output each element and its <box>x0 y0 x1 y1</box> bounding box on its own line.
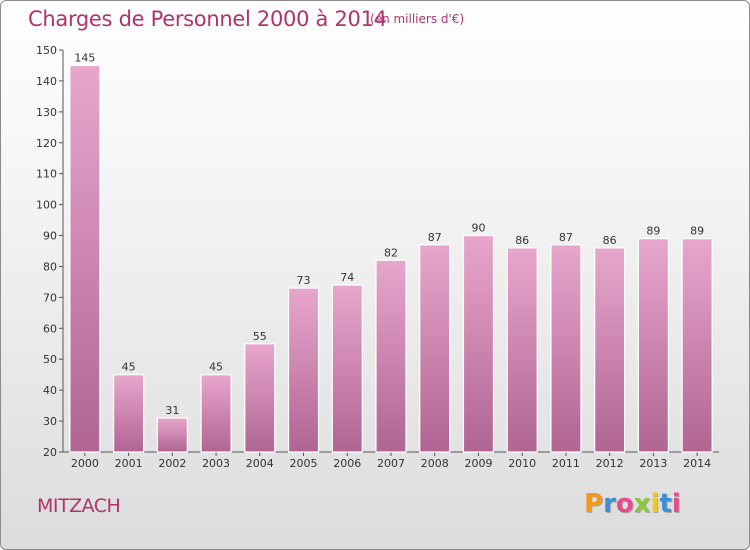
x-tick-label: 2001 <box>115 457 143 470</box>
data-label-2002: 31 <box>165 404 179 417</box>
bar-2010 <box>506 247 538 453</box>
y-tick-label: 70 <box>43 291 57 304</box>
x-tick-label: 2004 <box>246 457 274 470</box>
y-tick-label: 20 <box>43 446 57 459</box>
x-tick-label: 2005 <box>290 457 318 470</box>
x-tick-label: 2003 <box>202 457 230 470</box>
x-tick-label: 2000 <box>71 457 99 470</box>
y-tick-label: 80 <box>43 260 57 273</box>
data-label-2008: 87 <box>428 231 442 244</box>
data-label-2000: 145 <box>74 51 95 64</box>
bar-2003 <box>200 374 232 453</box>
bar-2000 <box>69 64 101 453</box>
data-label-2013: 89 <box>646 225 660 238</box>
chart-axes: 20 30 40 50 60 70 80 90 100 110 120 130 140 150 2000 20… <box>36 44 719 470</box>
chart-subtitle: (en milliers d'€) <box>370 12 465 26</box>
proxiti-logo: Proxiti <box>584 489 681 519</box>
x-tick-label: 2006 <box>333 457 361 470</box>
data-label-2003: 45 <box>209 361 223 374</box>
data-label-2009: 90 <box>471 222 485 235</box>
x-tick-label: 2007 <box>377 457 405 470</box>
y-tick-label: 110 <box>36 168 57 181</box>
x-tick-label: 2011 <box>552 457 580 470</box>
y-tick-label: 120 <box>36 137 57 150</box>
bar-2006 <box>331 284 363 453</box>
y-tick-label: 100 <box>36 199 57 212</box>
y-tick-label: 30 <box>43 415 57 428</box>
data-label-2006: 74 <box>340 271 354 284</box>
y-tick-label: 50 <box>43 353 57 366</box>
bar-2004 <box>244 343 276 453</box>
bar-2002 <box>156 417 188 453</box>
data-label-2010: 86 <box>515 234 529 247</box>
bar-2014 <box>681 238 713 453</box>
bar-2009 <box>462 234 495 453</box>
data-label-2001: 45 <box>122 361 136 374</box>
data-label-2012: 86 <box>603 234 617 247</box>
bar-2008 <box>419 244 451 453</box>
x-tick-label: 2009 <box>464 457 492 470</box>
logo-letter: t <box>659 489 672 519</box>
y-tick-label: 150 <box>36 44 57 57</box>
logo-letter: P <box>584 489 604 519</box>
y-tick-label: 60 <box>43 322 57 335</box>
data-label-2007: 82 <box>384 246 398 259</box>
y-tick-label: 90 <box>43 230 57 243</box>
bar-2001 <box>112 374 145 453</box>
x-tick-label: 2013 <box>639 457 667 470</box>
bar-2011 <box>550 244 582 453</box>
logo-letter: i <box>671 489 681 519</box>
data-label-2011: 87 <box>559 231 573 244</box>
city-name: MITZACH <box>37 495 121 517</box>
data-label-2004: 55 <box>253 330 267 343</box>
chart-title: Charges de Personnel 2000 à 2014 <box>28 7 387 31</box>
data-label-2014: 89 <box>690 225 704 238</box>
data-label-2005: 73 <box>297 274 311 287</box>
y-tick-label: 140 <box>36 75 57 88</box>
y-tick-label: 40 <box>43 384 57 397</box>
logo-letter: o <box>615 489 634 519</box>
bar-2005 <box>287 287 320 453</box>
logo-letter: r <box>603 489 616 519</box>
x-tick-label: 2014 <box>683 457 711 470</box>
logo-letter: i <box>650 489 660 519</box>
x-tick-label: 2002 <box>158 457 186 470</box>
y-tick-label: 130 <box>36 106 57 119</box>
x-tick-label: 2008 <box>421 457 449 470</box>
logo-letter: x <box>633 489 651 519</box>
x-tick-label: 2012 <box>596 457 624 470</box>
bar-2012 <box>594 247 626 453</box>
chart-data-labels: 145 45 31 45 55 73 74 82 87 90 86 87 86 89 89 <box>74 51 704 417</box>
chart-bars <box>69 64 713 453</box>
bar-2007 <box>375 259 407 453</box>
bar-2013 <box>637 238 670 453</box>
x-tick-label: 2010 <box>508 457 536 470</box>
